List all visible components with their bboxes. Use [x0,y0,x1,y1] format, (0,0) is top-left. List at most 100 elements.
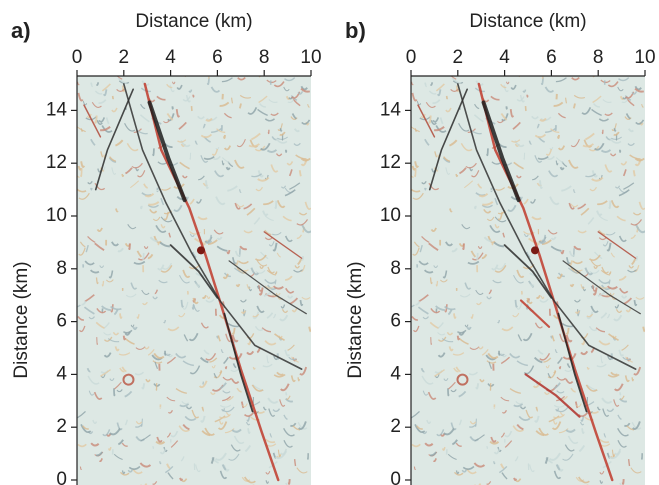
texture-stroke [416,100,422,106]
texture-stroke [547,155,555,160]
texture-stroke [266,269,277,276]
texture-stroke [98,458,103,463]
texture-stroke [276,371,284,376]
texture-stroke [411,277,412,279]
y-tick-label: 12 [46,152,67,173]
texture-stroke [142,252,145,261]
texture-stroke [570,387,576,393]
y-tick-label: 12 [380,152,401,173]
texture-stroke [463,180,474,189]
texture-stroke [631,377,634,382]
texture-stroke [84,294,95,303]
texture-stroke [489,224,501,233]
texture-stroke [539,117,547,122]
texture-stroke [631,258,637,266]
texture-stroke [580,415,585,422]
texture-stroke [286,395,291,400]
texture-stroke [544,457,549,464]
texture-stroke [413,325,420,333]
texture-stroke [516,301,523,310]
texture-stroke [77,92,84,102]
texture-stroke [620,395,625,400]
texture-stroke [243,230,253,234]
texture-stroke [232,257,238,265]
texture-stroke [159,448,167,455]
texture-stroke [573,245,582,251]
texture-stroke [268,99,278,103]
texture-stroke [189,365,201,375]
texture-stroke [255,269,266,274]
texture-stroke [251,384,264,392]
texture-stroke [532,175,539,181]
texture-stroke [560,249,565,255]
texture-stroke [630,467,642,474]
texture-stroke [627,142,635,146]
texture-stroke [493,461,496,465]
texture-stroke [490,95,500,101]
texture-stroke [411,315,419,321]
fault-line [147,100,187,203]
texture-stroke [139,205,143,210]
texture-stroke [182,96,191,102]
texture-stroke [623,422,631,427]
texture-stroke [598,118,609,122]
texture-stroke [559,412,566,416]
texture-stroke [559,166,565,171]
texture-stroke [170,440,179,448]
texture-stroke [277,449,281,457]
texture-stroke [276,199,286,209]
texture-stroke [608,279,611,285]
texture-stroke [476,252,479,261]
texture-stroke [152,216,161,222]
texture-stroke [541,234,547,242]
texture-stroke [194,140,198,145]
texture-stroke [513,161,524,170]
texture-stroke [87,236,96,243]
texture-stroke [412,247,420,256]
texture-stroke [100,151,104,158]
texture-stroke [557,112,566,119]
texture-stroke [192,297,199,305]
texture-stroke [428,90,437,95]
texture-stroke [553,370,556,374]
texture-stroke [236,139,246,148]
texture-stroke [124,419,128,426]
texture-stroke [285,287,295,294]
texture-stroke [461,469,467,473]
texture-stroke [283,439,293,448]
texture-stroke [92,419,98,424]
texture-stroke [614,448,622,456]
texture-stroke [111,107,118,113]
texture-stroke [142,301,148,306]
texture-stroke [182,269,191,279]
texture-stroke [413,241,420,248]
texture-stroke [160,265,173,273]
texture-stroke [288,356,297,361]
fault-line [94,88,134,191]
texture-stroke [265,470,271,475]
texture-stroke [200,322,209,329]
texture-stroke [593,266,598,269]
texture-stroke [301,119,311,125]
texture-stroke [224,428,235,434]
texture-stroke [163,319,167,324]
texture-stroke [139,114,150,123]
texture-stroke [619,392,622,396]
texture-stroke [615,308,623,313]
texture-stroke [195,464,201,473]
texture-stroke [500,356,511,365]
texture-stroke [124,122,136,132]
texture-stroke [283,86,290,92]
texture-stroke [586,313,594,318]
texture-stroke [549,196,560,206]
texture-stroke [566,257,572,265]
texture-stroke [103,89,108,97]
texture-stroke [443,427,455,436]
texture-stroke [222,390,231,394]
texture-stroke [582,143,594,148]
texture-stroke [121,470,126,475]
texture-stroke [262,406,267,411]
texture-stroke [582,286,586,292]
x-tick-label: 0 [72,47,83,68]
texture-stroke [123,329,133,334]
